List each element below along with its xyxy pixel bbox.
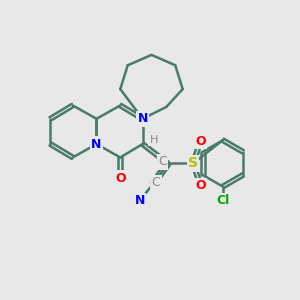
- Text: O: O: [115, 172, 126, 185]
- Text: N: N: [91, 138, 102, 151]
- Text: Cl: Cl: [216, 194, 230, 207]
- Text: O: O: [195, 179, 206, 192]
- Text: N: N: [134, 194, 145, 207]
- Text: C: C: [158, 155, 167, 168]
- Text: C: C: [152, 176, 160, 189]
- Text: O: O: [195, 135, 206, 148]
- Text: S: S: [188, 156, 198, 170]
- Text: H: H: [150, 135, 158, 145]
- Text: N: N: [137, 112, 148, 125]
